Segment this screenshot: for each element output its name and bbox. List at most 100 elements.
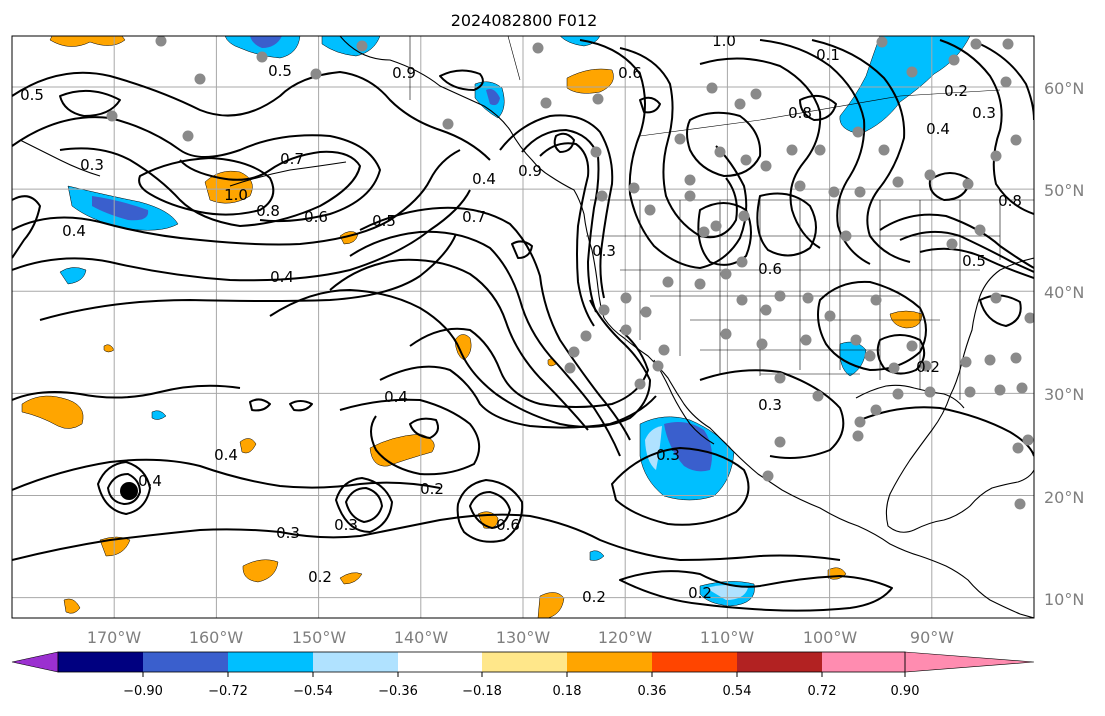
contour-label: 0.7 (462, 208, 486, 226)
station-marker (738, 210, 750, 222)
station-marker (924, 386, 936, 398)
station-marker (854, 416, 866, 428)
station-marker (864, 350, 876, 362)
contour-label: 0.3 (276, 524, 300, 542)
contour-label: 0.8 (788, 104, 812, 122)
contour-label: 0.3 (80, 156, 104, 174)
colorbar-tick-label: −0.18 (462, 684, 502, 699)
station-marker (256, 51, 268, 63)
lat-label-30n: 30°N (1044, 385, 1084, 404)
station-marker (592, 93, 604, 105)
lon-label-90w: 90°W (910, 628, 954, 647)
station-marker (598, 304, 610, 316)
station-marker (720, 328, 732, 340)
station-marker (684, 174, 696, 186)
contour-label: 0.3 (656, 446, 680, 464)
contour-label: 0.6 (304, 208, 328, 226)
station-marker (1000, 76, 1012, 88)
colorbar-tick-label: 0.72 (808, 684, 837, 699)
station-marker (310, 68, 322, 80)
station-marker (652, 360, 664, 372)
station-marker (564, 362, 576, 374)
colorbar-min-extension (11, 651, 59, 673)
station-marker (698, 226, 710, 238)
station-marker (620, 292, 632, 304)
station-marker (970, 38, 982, 50)
colorbar-ticks (142, 672, 906, 677)
contour-label: 0.8 (256, 202, 280, 220)
contour-label: 0.3 (592, 242, 616, 260)
contour-label: 0.4 (138, 472, 162, 490)
station-marker (736, 256, 748, 268)
station-marker (774, 436, 786, 448)
station-marker (948, 54, 960, 66)
contour-label: 0.2 (420, 480, 444, 498)
station-marker (740, 154, 752, 166)
lon-label-160w: 160°W (189, 628, 244, 647)
state-borders (409, 36, 1034, 400)
shaded-anomaly-areas (21, 36, 971, 618)
lat-label-60n: 60°N (1044, 79, 1084, 98)
station-marker (568, 346, 580, 358)
contour-label: 0.4 (62, 222, 86, 240)
lon-label-140w: 140°W (394, 628, 449, 647)
station-marker (662, 276, 674, 288)
station-marker (182, 130, 194, 142)
station-marker (994, 384, 1006, 396)
storm-center-marker (120, 482, 138, 500)
station-marker (356, 40, 368, 52)
station-marker (812, 390, 824, 402)
station-marker (620, 324, 632, 336)
station-marker (590, 146, 602, 158)
graticule (12, 36, 1034, 618)
colorbar-segment (652, 652, 737, 672)
contour-label: 1.0 (712, 32, 736, 50)
colorbar-tick-label: 0.36 (638, 684, 667, 699)
station-marker (756, 338, 768, 350)
station-marker (694, 278, 706, 290)
colorbar-tick-label: 0.54 (723, 684, 752, 699)
station-marker (760, 304, 772, 316)
colorbar-tick-label: 0.90 (891, 684, 920, 699)
station-markers (106, 36, 1034, 510)
station-marker (852, 126, 864, 138)
contour-label: 0.5 (268, 62, 292, 80)
contour-label: 0.5 (372, 212, 396, 230)
station-marker (876, 36, 888, 48)
contour-label: 0.4 (270, 268, 294, 286)
contour-label: 0.2 (582, 588, 606, 606)
contour-label: 0.6 (758, 260, 782, 278)
station-marker (658, 344, 670, 356)
station-marker (852, 430, 864, 442)
station-marker (1010, 134, 1022, 146)
station-marker (854, 186, 866, 198)
colorbar-tick-label: 0.18 (553, 684, 582, 699)
station-marker (760, 160, 772, 172)
station-marker (824, 310, 836, 322)
lon-label-110w: 110°W (700, 628, 755, 647)
lon-label-120w: 120°W (598, 628, 653, 647)
contour-label: 0.6 (618, 64, 642, 82)
station-marker (946, 238, 958, 250)
colorbar-segment (398, 652, 482, 672)
colorbar-segment (313, 652, 398, 672)
colorbar-tick-label: −0.36 (378, 684, 418, 699)
station-marker (850, 334, 862, 346)
station-marker (644, 204, 656, 216)
lat-label-10n: 10°N (1044, 590, 1084, 609)
station-marker (828, 186, 840, 198)
station-marker (532, 42, 544, 54)
station-marker (736, 294, 748, 306)
station-marker (892, 176, 904, 188)
colorbar-max-extension (904, 651, 1035, 673)
map-panel: 1.0 0.5 0.6 0.4 0.3 0.7 0.8 0.9 0.2 0.1 … (12, 32, 1034, 618)
station-marker (906, 340, 918, 352)
station-marker (802, 292, 814, 304)
station-marker (774, 372, 786, 384)
contour-label: 0.4 (472, 170, 496, 188)
longitude-labels: 170°W 160°W 150°W 140°W 130°W 120°W 110°… (87, 628, 954, 647)
station-marker (870, 404, 882, 416)
station-marker (962, 178, 974, 190)
station-marker (640, 306, 652, 318)
